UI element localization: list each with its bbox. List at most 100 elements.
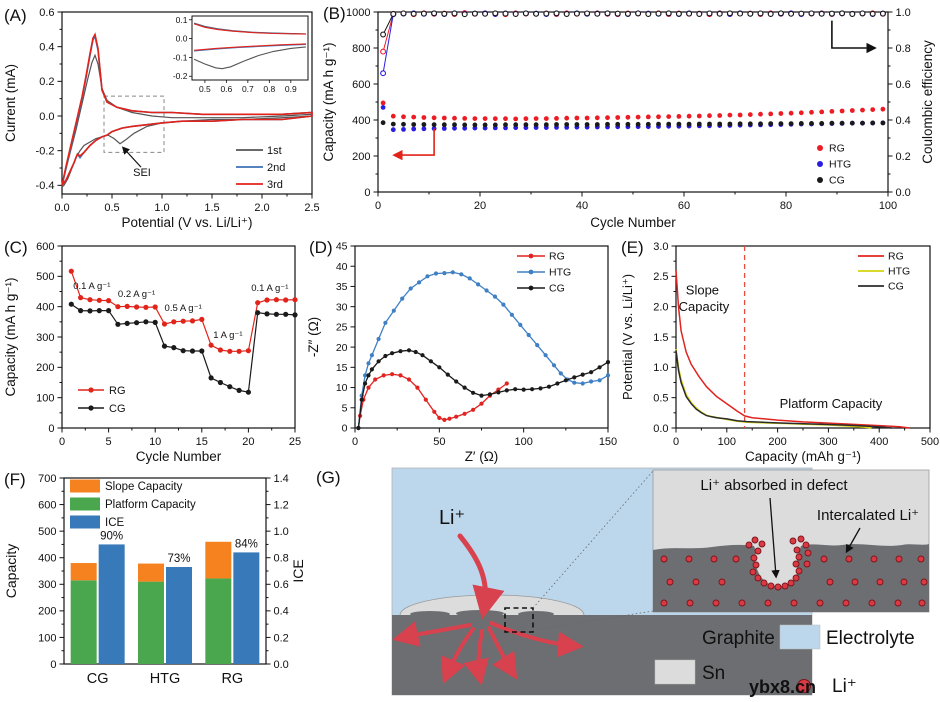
li-ion-dot [754,547,762,555]
y-tick-label: 300 [38,579,56,591]
y-tick-label: 1.0 [896,7,911,19]
bar-chart-svg: 0 100 200 300 400 500 600 700 0.0 0.2 0.4 0.6 0.8 1.0… [3,473,306,687]
legend-label: RG [109,385,126,397]
y-tick-label: 0.8 [274,553,289,565]
rate-annotation: 0.2 A g⁻¹ [118,289,155,300]
li-ion-dot [686,599,694,607]
svg-text:0.9: 0.9 [285,84,297,94]
svg-text:0.5: 0.5 [199,84,211,94]
cycling-chart-svg: 0 20 40 60 80 100020040060080010000.00.20.40.… [321,7,935,230]
li-ion-dot [876,578,884,586]
slope-capacity-bar [205,541,232,579]
y-tick-label: 1.2 [274,499,289,511]
li-diffusion-arrow [392,621,472,647]
y-tick-label: 500 [38,526,56,538]
y-tick-label: 0.0 [653,423,668,435]
graphite-with-defect [653,544,929,612]
x-tick-label: 0 [375,200,381,212]
y-tick-label: 0.4 [39,42,54,54]
li-ion-dot [660,555,668,563]
y-tick-label: 15 [336,362,348,374]
x-tick-label: 100 [718,436,736,448]
li-ion-dot [760,579,768,587]
legend-label: RG [829,143,845,155]
x-tick-label: 60 [678,200,690,212]
panel-e-discharge-chart: 0 100 200 300 400 500 0.0 0.5 1.0 1.5 2.0 2.5 3.0 Cap… [618,232,940,466]
y-tick-label: 400 [36,302,54,314]
li-ion-dot [752,561,760,569]
y-tick-label: 10 [336,382,348,394]
right-axis-arrow [831,20,877,54]
legend-label: ICE [105,517,125,529]
category-label: CG [87,671,109,687]
li-ion-dot [685,555,693,563]
region-annotation: Capacity [679,299,730,314]
category-label: HTG [150,671,181,687]
plot-frame [377,11,889,193]
li-ion-dot [732,555,740,563]
legend-label: 3rd [267,179,283,191]
y-tick-label: 0.4 [274,606,289,618]
panel-a-cv-chart: 0.0 0.5 1.0 1.5 2.0 2.5 -0.4 -0.2 0.0 0.2 0.4 0.6 Po… [0,0,320,232]
slope-capacity-bar [138,563,164,582]
li-ion-dot [851,578,859,586]
y-axis-label-left: Capacity (mA h g⁻¹) [321,43,336,162]
slope-capacity-bar [70,563,97,581]
nyquist-chart-svg: 0 50 100 150 0 5 10 15 20 25 30 35 40 45 Z′ (Ω) -Z″ (Ω)… [306,241,617,464]
platform-capacity-bar [70,580,97,664]
li-ion-dot [764,599,772,607]
li-ion-dot [845,555,853,563]
svg-text:0.7: 0.7 [242,84,254,94]
li-ion-dot [710,555,718,563]
li-ion-dot [918,599,926,607]
x-axis-label: Z′ (Ω) [465,449,499,464]
ice-value-label: 73% [167,553,190,565]
y-tick-label: 200 [38,606,56,618]
li-ion-dot [660,599,668,607]
watermark-text: ybx8.cn [749,677,816,697]
y-tick-label: 200 [36,362,54,374]
x-tick-label: 5 [106,436,112,448]
panel-label-e: (E) [621,238,644,257]
y-tick-label: -0.4 [36,180,55,192]
panel-label-d: (D) [309,238,333,257]
li-ion-dot [790,599,798,607]
y-tick-label: 1.5 [653,332,668,344]
li-ion-dot [781,582,789,590]
legend-label: Sn [702,663,725,684]
x-tick-label: 1.5 [204,202,219,214]
legend-label: CG [888,281,904,293]
y-axis-label-right: ICE [290,559,306,582]
legend-label: 2nd [267,162,285,174]
svg-text:0.6: 0.6 [220,84,232,94]
li-ion-dot [920,578,928,586]
legend-label: CG [109,403,126,415]
rate-annotation: 1 A g⁻¹ [213,330,242,341]
legend-label: Platform Capacity [105,499,196,511]
absorbed-label: Li⁺ absorbed in defect [700,477,848,494]
y-axis-label-left: Capacity [3,544,19,598]
platform-capacity-bar [205,578,232,664]
ice-value-label: 84% [235,538,258,550]
li-ion-dot [868,599,876,607]
sei-dashed-box [103,95,165,153]
ice-value-label: 90% [100,530,123,542]
x-tick-label: 25 [289,436,301,448]
x-tick-label: 10 [149,436,161,448]
li-diffusion-arrow [463,629,489,686]
x-tick-label: 2.0 [254,202,269,214]
li-ion-dot [751,536,759,544]
intercalated-label: Intercalated Li⁺ [817,507,919,524]
li-ion-dot [767,582,775,590]
legend-label: Graphite [702,628,775,649]
li-ion-dot [738,599,746,607]
cv-chart-svg: 0.0 0.5 1.0 1.5 2.0 2.5 -0.4 -0.2 0.0 0.2 0.4 0.6 Po… [3,7,320,230]
panel-label-f: (F) [4,470,26,489]
panel-c-rate-chart: 0 5 10 15 20 25 0 100 200 300 400 500 600 Cycle Numbe… [0,232,305,466]
y-tick-label: 400 [352,115,370,127]
y-tick-label: 0.0 [39,111,54,123]
li-diffusion-arrow [489,621,584,658]
left-axis-arrow [392,128,435,161]
li-ion-dot [917,555,925,563]
